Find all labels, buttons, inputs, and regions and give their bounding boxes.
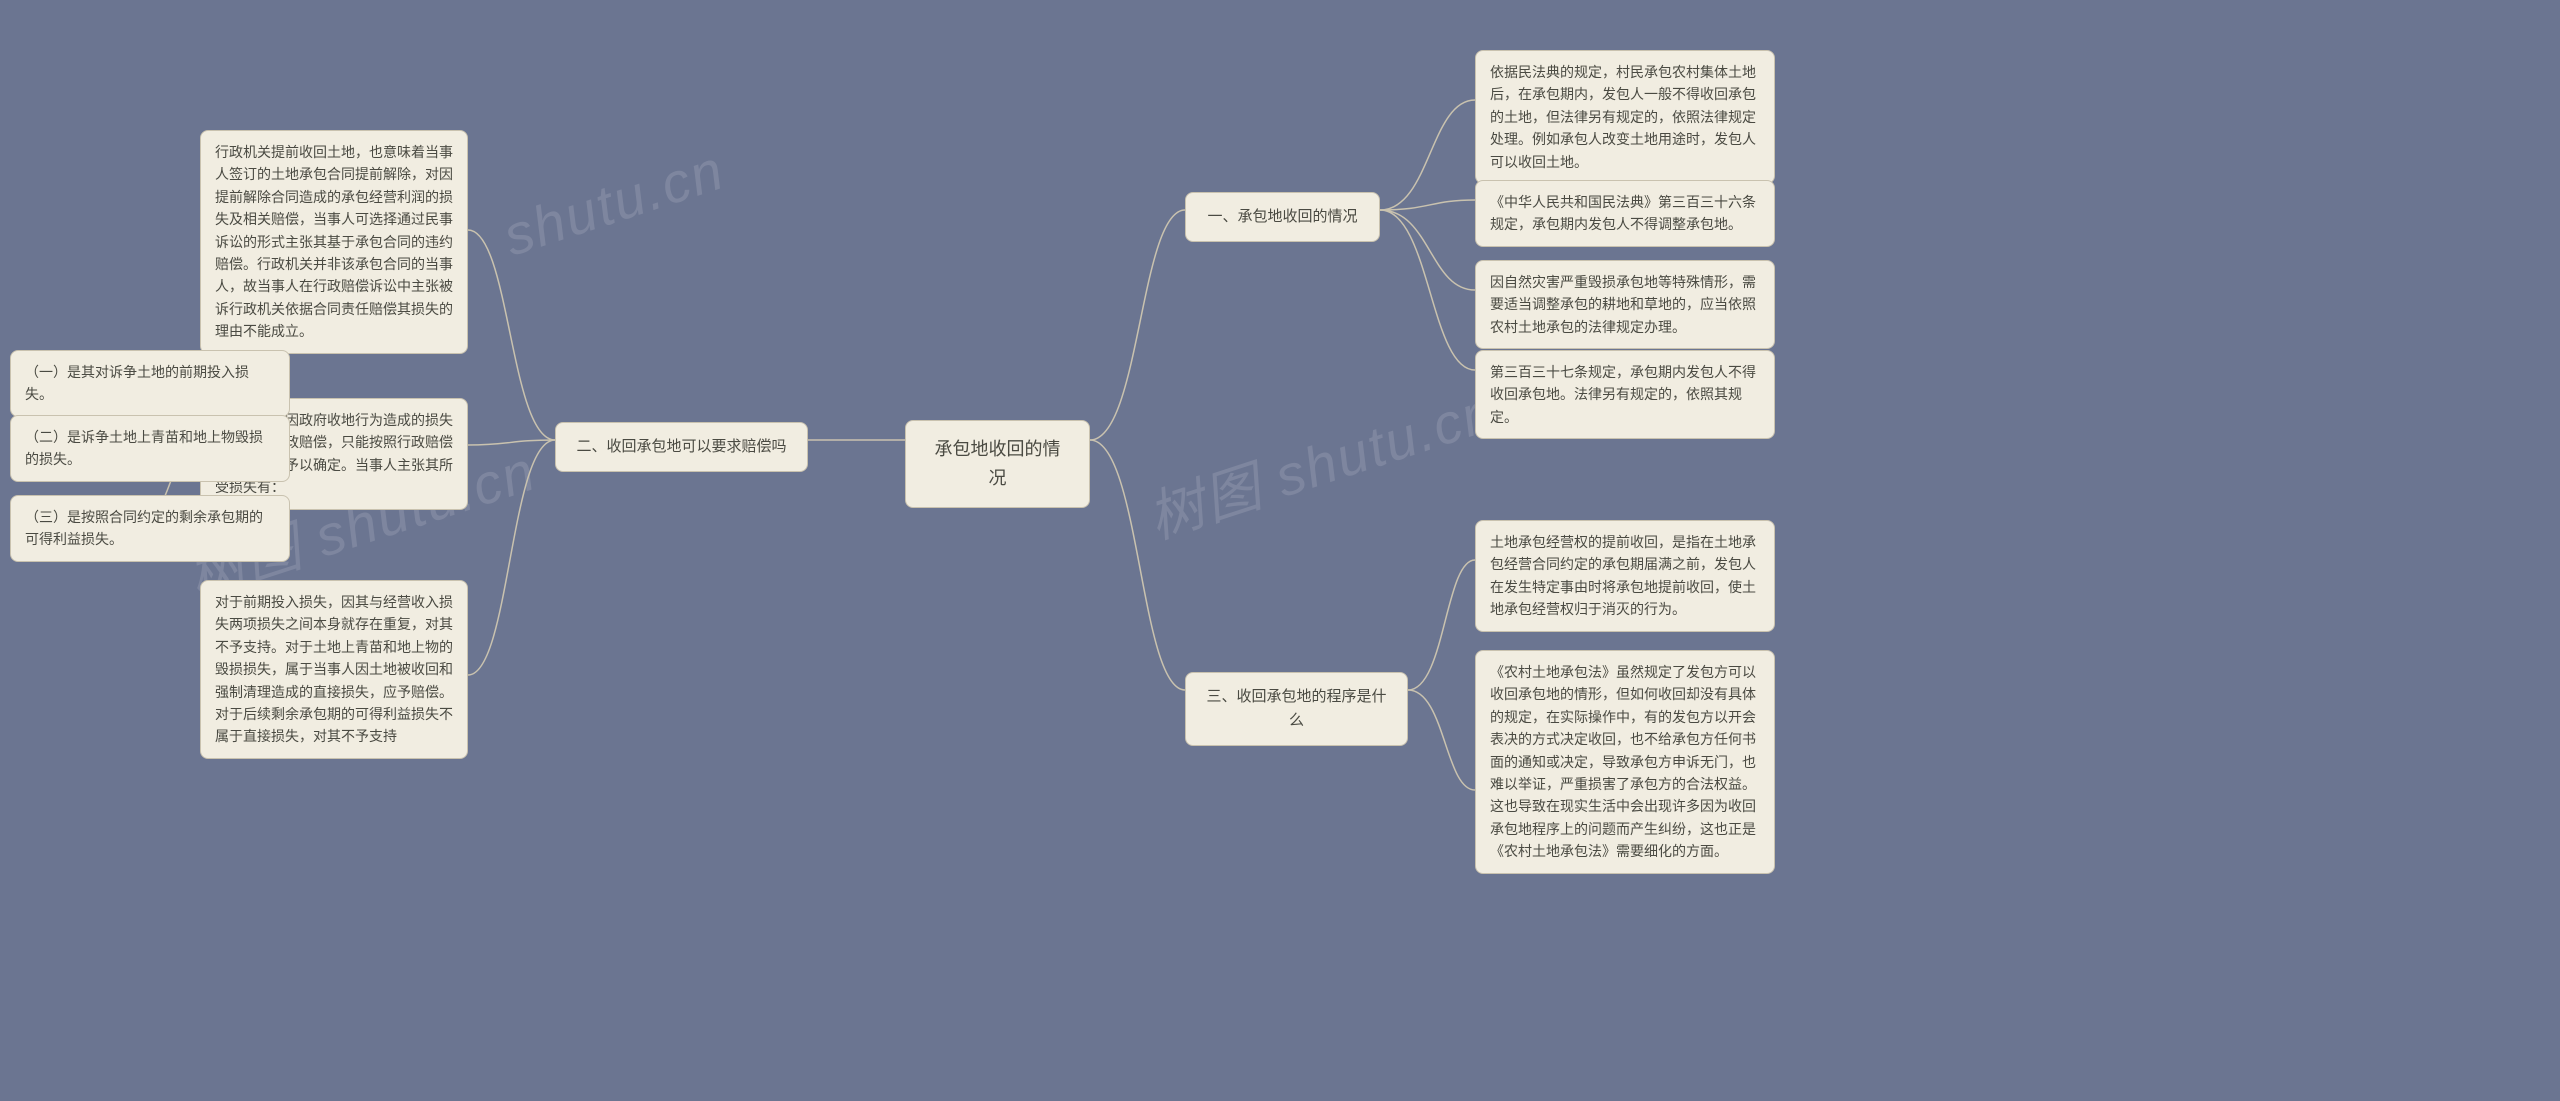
section-2-title: 二、收回承包地可以要求赔偿吗	[555, 422, 808, 472]
sub-loss-1: （一）是其对诉争土地的前期投入损失。	[10, 350, 290, 417]
sub-loss-3: （三）是按照合同约定的剩余承包期的可得利益损失。	[10, 495, 290, 562]
section-3-title: 三、收回承包地的程序是什么	[1185, 672, 1408, 746]
section-2-leaf-c: 对于前期投入损失，因其与经营收入损失两项损失之间本身就存在重复，对其不予支持。对…	[200, 580, 468, 759]
section-1-title: 一、承包地收回的情况	[1185, 192, 1380, 242]
section-1-leaf-3: 因自然灾害严重毁损承包地等特殊情形，需要适当调整承包的耕地和草地的，应当依照农村…	[1475, 260, 1775, 349]
root-node: 承包地收回的情况	[905, 420, 1090, 508]
section-1-leaf-2: 《中华人民共和国民法典》第三百三十六条规定，承包期内发包人不得调整承包地。	[1475, 180, 1775, 247]
section-2-leaf-a: 行政机关提前收回土地，也意味着当事人签订的土地承包合同提前解除，对因提前解除合同…	[200, 130, 468, 354]
watermark: shutu.cn	[496, 136, 733, 268]
sub-loss-2: （二）是诉争土地上青苗和地上物毁损的损失。	[10, 415, 290, 482]
section-1-leaf-1: 依据民法典的规定，村民承包农村集体土地后，在承包期内，发包人一般不得收回承包的土…	[1475, 50, 1775, 184]
section-1-leaf-4: 第三百三十七条规定，承包期内发包人不得收回承包地。法律另有规定的，依照其规定。	[1475, 350, 1775, 439]
watermark: 树图 shutu.cn	[1136, 366, 1505, 555]
section-3-leaf-2: 《农村土地承包法》虽然规定了发包方可以收回承包地的情形，但如何收回却没有具体的规…	[1475, 650, 1775, 874]
section-3-leaf-1: 土地承包经营权的提前收回，是指在土地承包经营合同约定的承包期届满之前，发包人在发…	[1475, 520, 1775, 632]
